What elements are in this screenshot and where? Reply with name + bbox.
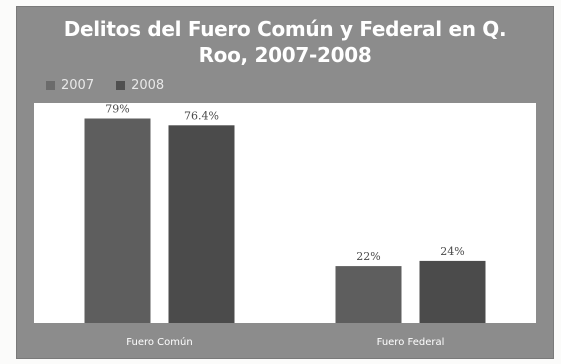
- legend-item-2007: 2007: [46, 78, 94, 93]
- chart-title-line-2: Roo, 2007-2008: [198, 43, 372, 67]
- legend-swatch-2008: [116, 80, 126, 90]
- bars-group: [84, 118, 486, 323]
- chart-title: Delitos del Fuero Común y Federal en Q. …: [16, 16, 554, 68]
- bar-fuero-federal-2008: [419, 260, 486, 323]
- bar-labels-group: 79% 76.4% 22% 24%: [105, 103, 464, 264]
- bar-fuero-comun-2008: [168, 125, 235, 323]
- bar-fuero-comun-2007: [84, 118, 151, 323]
- chart-title-line-1: Delitos del Fuero Común y Federal en Q.: [63, 17, 507, 41]
- data-label-fuero-federal-2008: 24%: [440, 245, 464, 258]
- legend-label-2007: 2007: [61, 77, 95, 93]
- category-label-fuero-comun: Fuero Común: [126, 336, 192, 348]
- data-label-fuero-comun-2008: 76.4%: [184, 109, 219, 122]
- legend-item-2008: 2008: [116, 78, 164, 93]
- legend-swatch-2007: [46, 80, 55, 90]
- legend-label-2008: 2008: [131, 77, 165, 93]
- chart-legend: 2007 2008: [46, 76, 164, 94]
- category-labels-group: Fuero Común Fuero Federal: [126, 336, 444, 348]
- bar-fuero-federal-2007: [335, 266, 402, 323]
- category-label-fuero-federal: Fuero Federal: [377, 337, 445, 348]
- data-label-fuero-federal-2007: 22%: [356, 250, 380, 263]
- data-label-fuero-comun-2007: 79%: [105, 103, 129, 116]
